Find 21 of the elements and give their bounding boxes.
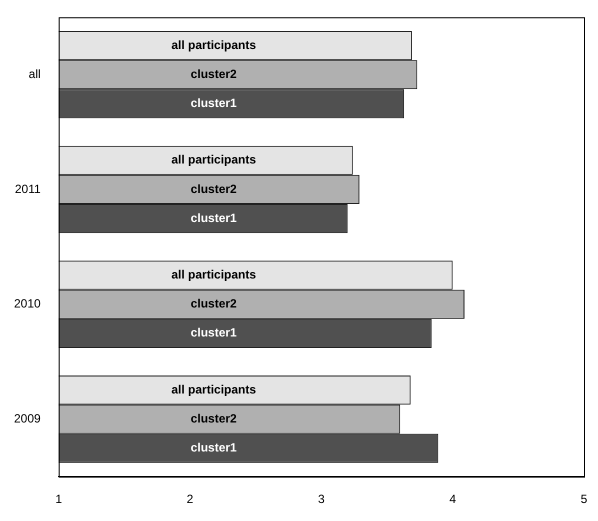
x-tick-label: 2 xyxy=(186,492,194,506)
y-tick-label: 2010 xyxy=(14,296,42,311)
text: cluster2 xyxy=(190,296,237,311)
series-label: cluster2 xyxy=(190,411,238,426)
x-tick-label: 3 xyxy=(318,492,326,506)
y-tick-label: all xyxy=(28,66,41,81)
x-tick-label: 5 xyxy=(580,492,588,506)
text: cluster1 xyxy=(190,210,237,225)
text: all participants xyxy=(171,38,256,52)
series-label: cluster1 xyxy=(190,440,238,455)
text: all participants xyxy=(171,382,256,396)
x-tick-label: 1 xyxy=(55,492,62,506)
text: cluster1 xyxy=(190,96,237,110)
text: cluster2 xyxy=(190,66,237,81)
y-tick-label: 2009 xyxy=(14,411,42,426)
text: all participants xyxy=(171,268,256,282)
x-tick-label: 4 xyxy=(449,492,456,506)
y-tick-label: 2011 xyxy=(14,182,42,196)
text: cluster1 xyxy=(190,326,237,340)
series-label: all participants xyxy=(171,152,256,167)
text: cluster2 xyxy=(190,182,237,196)
